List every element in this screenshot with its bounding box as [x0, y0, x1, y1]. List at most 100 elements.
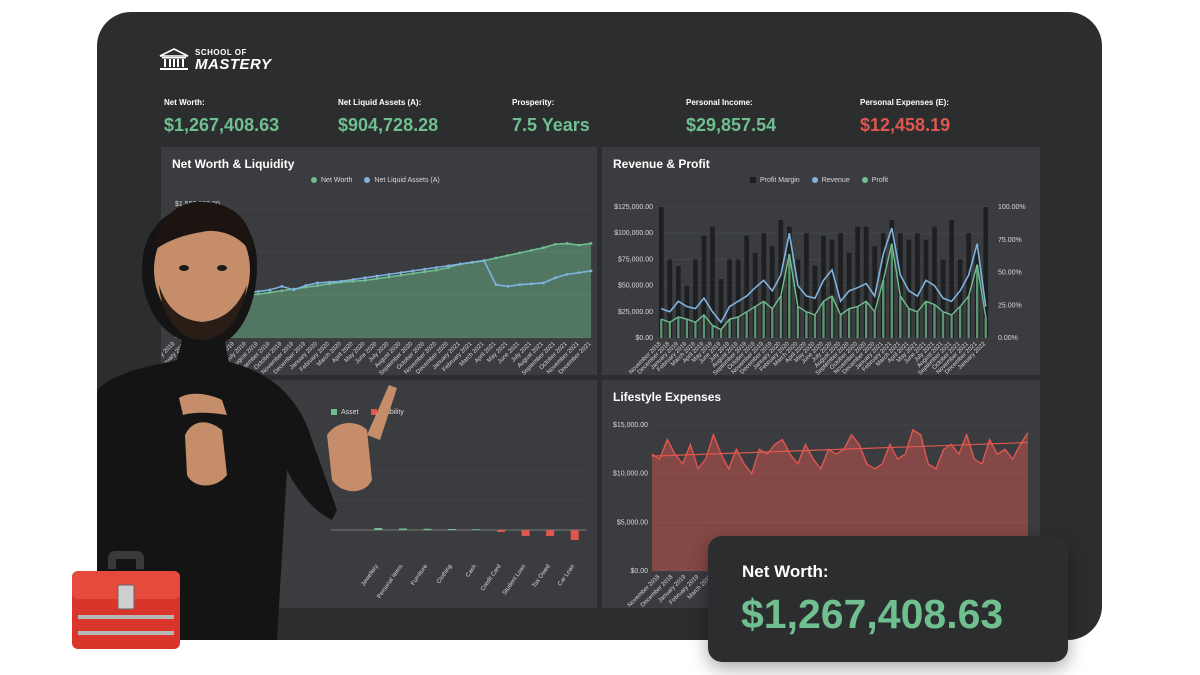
profit-margin-bar [693, 259, 698, 338]
net-liquid-assets-point [553, 276, 557, 280]
profit-margin-bar [906, 239, 912, 338]
profit-bar [736, 317, 740, 338]
net-liquid-assets-point [589, 269, 593, 273]
brand-logo[interactable]: SCHOOL OF MASTERY [159, 48, 272, 72]
y-axis-tick-label: $5,000.00 [617, 519, 648, 526]
net-worth-point [553, 242, 557, 246]
profit-margin-bar [949, 220, 954, 338]
x-axis-tick-label: Car Loan [557, 564, 576, 588]
x-axis-tick-label: Tax Owed [532, 564, 552, 589]
kpi-label: Net Liquid Assets (A): [338, 98, 422, 107]
profit-margin-bar [829, 239, 835, 338]
net-liquid-assets-point [256, 290, 260, 293]
net-liquid-assets-point [494, 283, 498, 287]
net-liquid-assets-point [565, 272, 569, 276]
profit-margin-bar [897, 233, 903, 338]
net-liquid-assets-point [399, 271, 403, 275]
y2-axis-tick-label: 75.00% [998, 237, 1022, 244]
net-liquid-assets-point [577, 271, 581, 275]
profit-margin-bar [923, 239, 929, 338]
legend-label: Revenue [821, 177, 850, 184]
y-axis-tick-label: $125,000.00 [614, 204, 653, 211]
profit-bar [890, 243, 893, 338]
asset-bar [447, 529, 456, 530]
net-liquid-assets-point [446, 264, 450, 268]
legend-item-asset[interactable]: Asset [331, 409, 359, 416]
legend-label: Profit [871, 177, 889, 184]
net-liquid-assets-point [268, 288, 272, 292]
kpi-label: Net Worth: [164, 98, 205, 107]
profit-margin-bar [761, 233, 767, 338]
kpi-net-worth: Net Worth: $1,267,408.63 [164, 98, 279, 136]
profit-bar [702, 314, 706, 338]
profit-bar [976, 264, 979, 338]
net-worth-point [387, 275, 391, 279]
profit-margin-bar [983, 207, 989, 338]
net-worth-point [280, 289, 284, 293]
liability-bar [546, 530, 555, 536]
net-liquid-assets-point [458, 262, 462, 266]
profit-bar [984, 317, 987, 338]
net-liquid-assets-point [351, 278, 355, 281]
profit-margin-bar [701, 235, 707, 338]
profit-margin-bar [804, 233, 809, 338]
presenter-photo [97, 201, 397, 640]
panel-title: Revenue & Profit [613, 157, 710, 171]
profit-margin-bar [932, 226, 937, 338]
profit-bar [916, 311, 919, 338]
profit-line [661, 243, 987, 331]
legend-item-net-liquid-assets[interactable]: Net Liquid Assets (A) [364, 177, 440, 184]
profit-margin-bar [667, 259, 673, 338]
profit-bar [762, 301, 765, 338]
asset-bar [423, 528, 432, 530]
profit-margin-bar [855, 226, 861, 338]
net-worth-point [577, 243, 581, 247]
profit-bar [779, 296, 782, 338]
y2-axis-tick-label: 50.00% [998, 270, 1022, 277]
profit-bar [677, 317, 680, 338]
y-axis-tick-label: $25,000.00 [618, 309, 653, 316]
profit-bar [805, 311, 808, 338]
x-axis-tick-label: Cash [465, 564, 478, 579]
legend-item-revenue[interactable]: Revenue [811, 177, 850, 184]
net-liquid-assets-point [340, 279, 343, 283]
profit-bar [839, 314, 842, 338]
net-liquid-assets-point [411, 269, 415, 273]
net-worth-point [506, 254, 510, 257]
profit-bar [660, 319, 663, 338]
profit-bar [865, 301, 868, 338]
legend-item-profit[interactable]: Profit [861, 177, 889, 184]
profit-margin-bar [957, 259, 963, 338]
net-liquid-assets-point [387, 272, 391, 276]
panel-title: Net Worth & Liquidity [172, 157, 295, 171]
net-liquid-assets-point [542, 281, 545, 285]
kpi-prosperity: Prosperity: 7.5 Years [512, 98, 590, 136]
net-worth-point [530, 248, 533, 252]
liability-bar [521, 530, 530, 536]
y2-axis-tick-label: 100.00% [998, 204, 1026, 211]
asset-bar [374, 528, 383, 530]
net-liquid-assets-point [482, 259, 486, 262]
revenue-profit-chart: $0.00 $25,000.00 $50,000.00 $75,000.00 $100,… [614, 204, 1026, 375]
profit-bar [745, 311, 748, 338]
profit-margin-bar [966, 233, 972, 338]
profit-bar [907, 308, 911, 338]
profit-margin-bar [710, 226, 715, 338]
y-axis-tick-label: $0.00 [630, 568, 648, 575]
profit-bar [788, 254, 791, 338]
y-axis-tick-label: $75,000.00 [618, 256, 653, 263]
legend-item-liability[interactable]: Liability [370, 409, 404, 416]
legend-item-profit-margin[interactable]: Profit Margin [750, 177, 800, 184]
legend-item-net-worth[interactable]: Net Worth [311, 177, 352, 184]
profit-margin-bar [821, 235, 826, 338]
toolbox-icon [72, 551, 180, 649]
profit-bar [694, 322, 697, 338]
net-liquid-assets-point [518, 283, 522, 287]
net-liquid-assets-point [506, 285, 510, 288]
net-liquid-assets-point [470, 260, 474, 264]
net-worth-point [268, 291, 272, 294]
profit-bar [685, 319, 689, 338]
y-axis-tick-label: $100,000.00 [614, 230, 653, 237]
profit-bar [873, 311, 876, 338]
